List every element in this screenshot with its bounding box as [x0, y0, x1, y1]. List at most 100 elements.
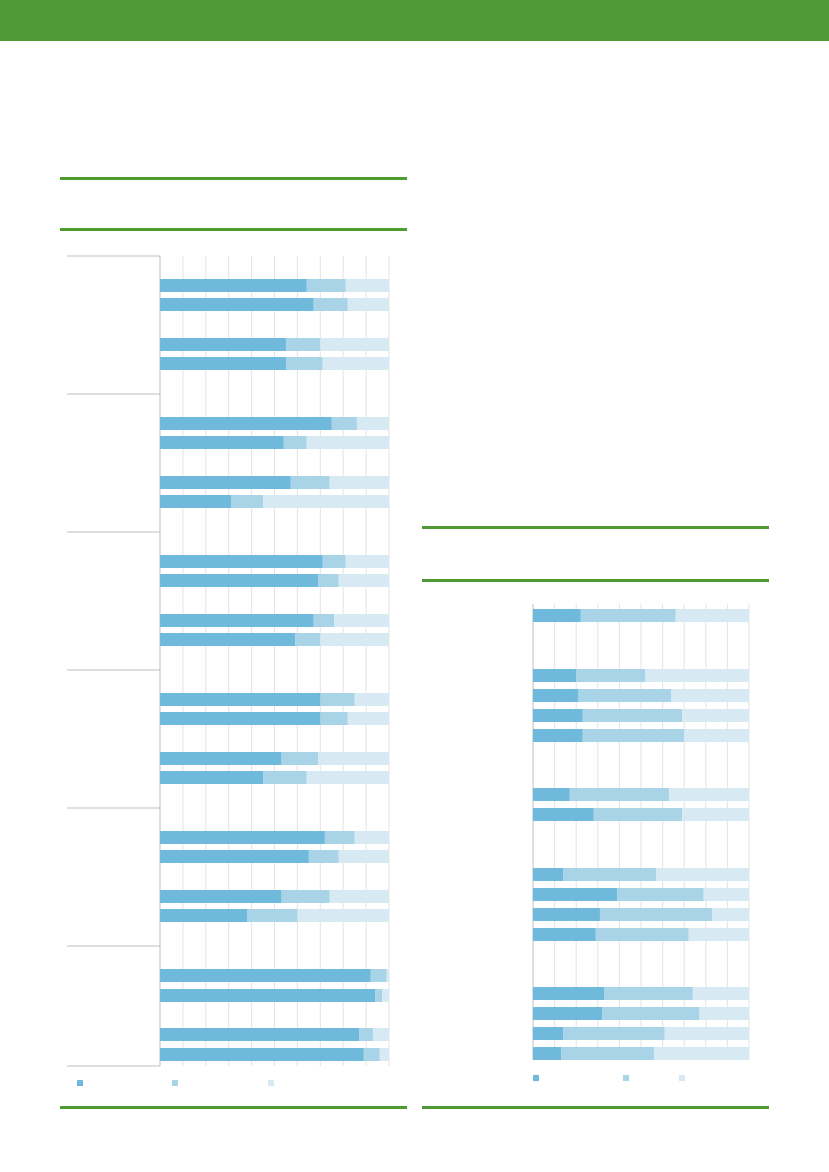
bar-right-row3-series2 — [578, 689, 672, 702]
bar-right-row13-series2 — [602, 1007, 700, 1020]
bar-left-row12-series2 — [295, 633, 321, 646]
bar-left-row9-series1 — [160, 555, 323, 568]
bar-left-row18-series2 — [308, 850, 339, 863]
bar-right-row7-series2 — [593, 808, 683, 821]
bar-left-row17-series3 — [354, 831, 389, 844]
bar-right-row3-series1 — [533, 689, 579, 702]
bar-right-row9-series3 — [703, 888, 749, 901]
bar-right-row10-series3 — [712, 908, 749, 921]
bar-left-row23-series3 — [372, 1028, 389, 1041]
bar-left-row5-series2 — [331, 417, 357, 430]
bar-left-row21-series2 — [370, 969, 387, 982]
bar-right-row15-series3 — [653, 1047, 749, 1060]
bar-right-row2-series2 — [576, 669, 646, 682]
bar-left-row15-series2 — [281, 752, 319, 765]
bar-left-row17-series1 — [160, 831, 325, 844]
bar-left-row8-series2 — [230, 495, 264, 508]
bar-right-row5-series1 — [533, 729, 583, 742]
bar-left-row22-series2 — [375, 989, 383, 1002]
bar-left-row21-series3 — [386, 969, 389, 982]
bar-left-row11-series1 — [160, 614, 314, 627]
bar-right-row13-series3 — [699, 1007, 749, 1020]
bar-right-row14-series1 — [533, 1027, 564, 1040]
bar-left-row5-series3 — [356, 417, 389, 430]
bar-left-row16-series1 — [160, 771, 264, 784]
bar-left-row9-series3 — [345, 555, 389, 568]
bar-left-row2-series2 — [313, 298, 348, 311]
bar-left-row14-series2 — [320, 712, 348, 725]
bar-left-row20-series1 — [160, 909, 248, 922]
bar-right-row11-series2 — [595, 928, 689, 941]
bar-right-row6-series3 — [669, 788, 749, 801]
left-chart-bottom-rule — [60, 1106, 407, 1109]
bar-right-row14-series2 — [563, 1027, 665, 1040]
bar-left-row24-series2 — [363, 1048, 380, 1061]
bar-left-row9-series2 — [322, 555, 346, 568]
bar-left-row16-series3 — [306, 771, 389, 784]
bar-right-row6-series1 — [533, 788, 570, 801]
legend-swatch-right-2 — [623, 1075, 629, 1081]
bar-right-row10-series2 — [599, 908, 713, 921]
bar-left-row6-series2 — [283, 436, 307, 449]
bar-right-row3-series3 — [671, 689, 749, 702]
bar-right-row2-series1 — [533, 669, 577, 682]
legend-swatch-right-3 — [679, 1075, 685, 1081]
bar-right-row1-series3 — [675, 609, 749, 622]
bar-right-row12-series2 — [604, 987, 693, 1000]
bar-left-row19-series3 — [329, 890, 389, 903]
bar-right-row4-series2 — [582, 709, 683, 722]
bar-left-row2-series3 — [347, 298, 389, 311]
bar-left-row20-series3 — [297, 909, 389, 922]
legend-swatch-right-1 — [533, 1075, 539, 1081]
bar-left-row5-series1 — [160, 417, 332, 430]
bar-left-row1-series2 — [306, 279, 346, 292]
legend-swatch-left-2 — [172, 1080, 178, 1086]
bar-left-row6-series3 — [306, 436, 389, 449]
bar-left-row12-series1 — [160, 633, 296, 646]
bar-left-row14-series3 — [347, 712, 389, 725]
bar-left-row24-series1 — [160, 1048, 364, 1061]
bar-right-row2-series3 — [645, 669, 749, 682]
bar-right-row15-series1 — [533, 1047, 562, 1060]
right-chart-top-rule — [422, 526, 769, 529]
bar-right-row7-series3 — [682, 808, 749, 821]
bar-left-row13-series2 — [320, 693, 355, 706]
header-band — [0, 0, 829, 41]
bar-left-row10-series1 — [160, 574, 319, 587]
bar-left-row15-series1 — [160, 752, 282, 765]
bar-left-row7-series3 — [329, 476, 389, 489]
bar-right-row6-series2 — [569, 788, 670, 801]
bar-left-row11-series2 — [313, 614, 335, 627]
bar-left-row6-series1 — [160, 436, 284, 449]
bar-left-row18-series1 — [160, 850, 309, 863]
bar-left-row3-series1 — [160, 338, 286, 351]
bar-right-row5-series3 — [684, 729, 749, 742]
bar-right-row8-series1 — [533, 868, 564, 881]
bar-left-row19-series1 — [160, 890, 282, 903]
bar-left-row1-series3 — [345, 279, 389, 292]
left-chart-title-rule — [60, 228, 407, 231]
bar-left-row3-series2 — [285, 338, 321, 351]
bar-right-row12-series3 — [692, 987, 749, 1000]
bar-left-row7-series1 — [160, 476, 291, 489]
bar-right-row4-series3 — [682, 709, 749, 722]
bar-left-row4-series2 — [285, 357, 323, 370]
legend-swatch-left-3 — [268, 1080, 274, 1086]
legend-swatch-left-1 — [77, 1080, 83, 1086]
bar-right-row4-series1 — [533, 709, 583, 722]
bar-right-row11-series3 — [688, 928, 749, 941]
bar-left-row23-series1 — [160, 1028, 360, 1041]
bar-right-row10-series1 — [533, 908, 600, 921]
bar-left-row16-series2 — [263, 771, 307, 784]
bar-left-row10-series3 — [338, 574, 389, 587]
bar-left-row13-series1 — [160, 693, 321, 706]
bar-right-row8-series3 — [656, 868, 749, 881]
bar-left-row19-series2 — [281, 890, 330, 903]
bar-right-row11-series1 — [533, 928, 596, 941]
bar-right-row9-series1 — [533, 888, 618, 901]
bar-left-row24-series3 — [379, 1048, 389, 1061]
left-chart-top-rule — [60, 177, 407, 180]
bar-left-row15-series3 — [318, 752, 389, 765]
bar-left-row23-series2 — [359, 1028, 373, 1041]
